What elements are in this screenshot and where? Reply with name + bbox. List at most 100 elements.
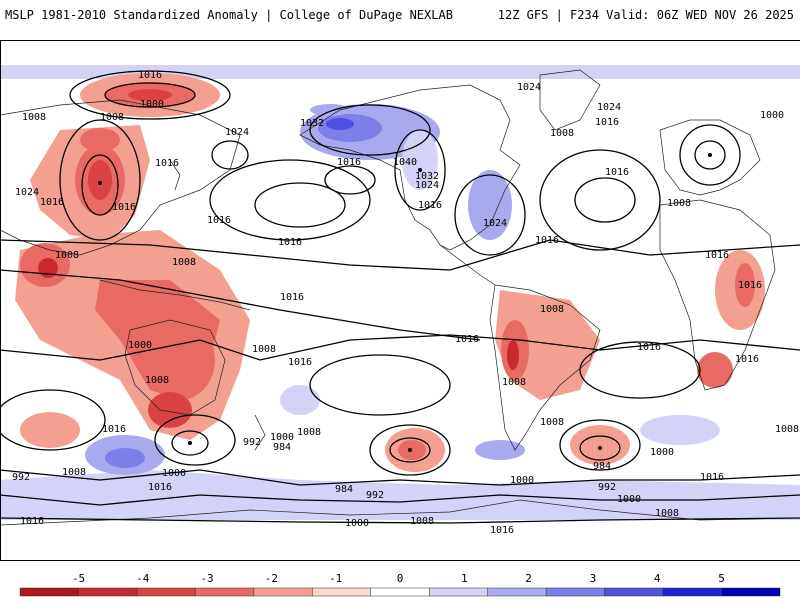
colorbar-tick-labels: -5 -4 -3 -2 -1 0 1 2 3 4 5 bbox=[72, 572, 725, 585]
isobar-south-atlantic-low bbox=[559, 419, 641, 471]
isobar-label-1008-south-pacific: 1008 bbox=[410, 516, 434, 527]
isobar-europe-low-2 bbox=[694, 140, 726, 170]
anomaly-negative-east-us bbox=[468, 170, 512, 240]
isobar-label-1032-russia: 1032 bbox=[300, 118, 324, 129]
anomaly-negative-mid-pacific bbox=[310, 104, 350, 116]
coastline-south-america bbox=[489, 284, 601, 451]
isobar-southern-ocean-2 bbox=[0, 494, 800, 506]
anomaly-positive-east-asia-inner bbox=[88, 160, 112, 200]
isobar-mid-pacific-high bbox=[324, 165, 376, 195]
isobar-atlantic-high-2 bbox=[574, 177, 636, 223]
isobar-label-1016-south-atlantic: 1016 bbox=[637, 342, 661, 353]
isobar-south-pacific-high bbox=[309, 354, 451, 416]
colorbar-swatch bbox=[195, 587, 255, 597]
isobar-label-1000-north-pacific: 1000 bbox=[140, 99, 164, 110]
isobar-label-1008-east-africa: 1008 bbox=[775, 424, 799, 435]
isobar-label-1008-southwest-indian-ocean: 1008 bbox=[62, 467, 86, 478]
isobar-south-pacific-low bbox=[369, 424, 451, 476]
isobar-label-1016-europe: 1016 bbox=[605, 167, 629, 178]
isobar-label-1008-north-atlantic: 1008 bbox=[550, 128, 574, 139]
isobar-label-1016-antarctic-coast-west: 1016 bbox=[20, 516, 44, 527]
colorbar-tick-label: -1 bbox=[329, 572, 342, 585]
coastline-antarctica bbox=[0, 499, 800, 526]
anomaly-negative-drake bbox=[475, 440, 525, 460]
anomaly-positive-australia-core bbox=[148, 392, 192, 428]
colorbar-svg: -5 -4 -3 -2 -1 0 1 2 3 4 5 bbox=[19, 572, 781, 597]
isobar-label-1016-north-atlantic: 1016 bbox=[595, 117, 619, 128]
isobar-label-1008-tasman: 1008 bbox=[297, 427, 321, 438]
isobar-atlantic-high bbox=[539, 149, 661, 251]
isobar-label-1024-greenland: 1024 bbox=[517, 82, 541, 93]
colorbar-tick-label: -4 bbox=[136, 572, 150, 585]
isobar-label-1008-europe: 1008 bbox=[667, 198, 691, 209]
isobar-label-1016-west-us: 1016 bbox=[418, 200, 442, 211]
isobar-label-1016-alaska: 1016 bbox=[337, 157, 361, 168]
coastline-north-america bbox=[299, 84, 521, 251]
isobar-tasman-low bbox=[154, 414, 236, 466]
title-bar: MSLP 1981-2010 Standardized Anomaly | Co… bbox=[0, 0, 800, 34]
anomaly-positive-australia bbox=[145, 320, 215, 400]
anomaly-positive-south-africa bbox=[697, 352, 733, 388]
colorbar-swatch bbox=[487, 587, 547, 597]
isobar-label-1008-west-siberia: 1008 bbox=[22, 112, 46, 123]
isobar-label-1016-southeast-pacific: 1016 bbox=[455, 334, 479, 345]
coastline-japan bbox=[169, 159, 181, 191]
isobar-label-1008-madagascar: 1008 bbox=[252, 344, 276, 355]
colorbar-tick-label: 1 bbox=[461, 572, 468, 585]
isobar-north-pacific-high-3 bbox=[254, 182, 346, 228]
isobar-label-1024-west-asia: 1024 bbox=[15, 187, 39, 198]
coastline-indonesia bbox=[99, 279, 251, 311]
isobar-south-atlantic-high bbox=[579, 341, 701, 399]
isobar-label-1016-south-america: 1016 bbox=[735, 354, 759, 365]
isobar-south-atlantic-low-2 bbox=[579, 435, 621, 461]
isobar-label-1008-south-atlantic: 1008 bbox=[540, 417, 564, 428]
isobar-label-1016-antarctic-coast: 1016 bbox=[700, 472, 724, 483]
isobar-label-992-southwest-indian-ocean: 992 bbox=[12, 472, 30, 483]
isobar-north-pacific-high-2 bbox=[209, 159, 371, 241]
low-centre-marker-south-pacific bbox=[408, 448, 412, 452]
chart-title: MSLP 1981-2010 Standardized Anomaly | Co… bbox=[5, 8, 453, 22]
isobar-label-1008-central-asia: 1008 bbox=[100, 112, 124, 123]
isobar-southern-ocean-3 bbox=[0, 517, 800, 524]
anomaly-negative-alaska-inner bbox=[326, 118, 354, 130]
isobar-label-1008-brazil: 1008 bbox=[540, 304, 564, 315]
coastline-asia bbox=[0, 99, 241, 256]
isobar-label-1016-east-africa: 1016 bbox=[738, 280, 762, 291]
isobar-label-1024-north-atlantic: 1024 bbox=[597, 102, 621, 113]
colorbar-swatch bbox=[136, 587, 196, 597]
coastline-new-zealand bbox=[254, 414, 266, 451]
isobars bbox=[0, 70, 800, 524]
isobar-1016-south bbox=[0, 334, 800, 361]
isobar-alaska-high bbox=[309, 104, 431, 156]
colorbar-tick-label: 2 bbox=[525, 572, 532, 585]
anomaly-positive-siberia bbox=[80, 128, 120, 152]
isobar-siberia-low bbox=[59, 119, 141, 241]
isobar-label-1008-equatorial-indian-ocean: 1008 bbox=[172, 257, 196, 268]
isobar-label-1016-south-indian-ocean: 1016 bbox=[288, 357, 312, 368]
isobar-label-1016-arabia: 1016 bbox=[278, 237, 302, 248]
isobar-label-1016-north-asia: 1016 bbox=[207, 215, 231, 226]
isobar-label-984-south-pacific: 984 bbox=[335, 484, 353, 495]
colorbar-swatch bbox=[253, 587, 313, 597]
anomaly-negative-southern-ocean bbox=[0, 470, 800, 520]
low-centre-marker-asia bbox=[98, 181, 102, 185]
colorbar-tick-label: 4 bbox=[654, 572, 661, 585]
isobar-label-1000-indian-ocean: 1000 bbox=[128, 340, 152, 351]
isobar-west-pacific bbox=[211, 140, 249, 170]
low-centre-marker-tasman bbox=[188, 441, 192, 445]
isobar-label-1016-east-china: 1016 bbox=[40, 197, 64, 208]
isobar-label-1016-west-atlantic: 1016 bbox=[535, 235, 559, 246]
anomaly-positive-north-pacific-inner bbox=[128, 89, 172, 101]
anomaly-positive-east-africa-core bbox=[735, 263, 755, 307]
isobar-label-1000-south-pacific: 1000 bbox=[345, 518, 369, 529]
colorbar-swatch bbox=[721, 587, 781, 597]
colorbar-swatch bbox=[19, 587, 79, 597]
isobar-label-1016-north-pacific: 1016 bbox=[138, 70, 162, 81]
anomaly-negative-south-pacific-west bbox=[280, 385, 320, 415]
map-svg: 1016 1000 1008 1008 1024 1032 1016 1016 … bbox=[0, 65, 800, 536]
isobar-label-984-south-atlantic: 984 bbox=[593, 461, 611, 472]
isobar-north-pacific-low bbox=[104, 82, 196, 108]
isobar-label-1016-central-pacific: 1016 bbox=[280, 292, 304, 303]
colorbar-swatch bbox=[312, 587, 372, 597]
colorbar-swatch bbox=[428, 587, 488, 597]
